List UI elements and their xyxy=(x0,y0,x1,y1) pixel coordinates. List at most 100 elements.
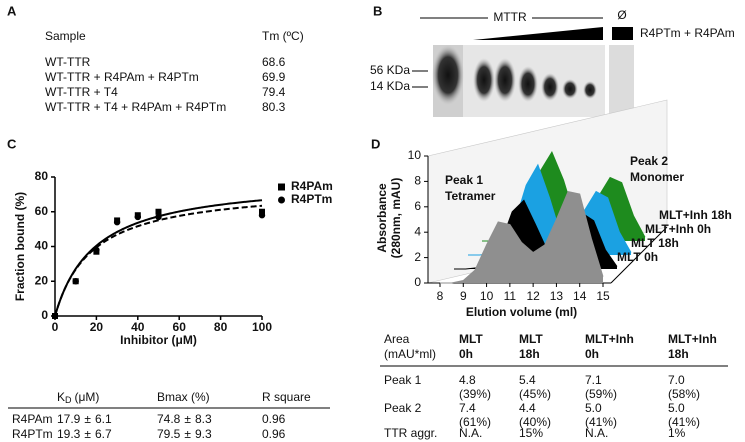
r-square: 0.96 xyxy=(262,412,286,426)
kd-subscript: D xyxy=(65,395,72,405)
fit-value: 79.5 ±9.3 xyxy=(157,427,212,441)
cell-text: (61%) xyxy=(459,415,491,429)
kd-symbol: K xyxy=(57,390,65,404)
legend-label: R4PAm xyxy=(291,179,333,193)
table-header: MLT xyxy=(459,332,483,346)
table-header: MLT+Inh xyxy=(585,332,634,346)
tm-value: 68.6 xyxy=(262,55,286,69)
cell-text: 5.4 xyxy=(519,373,536,387)
annotation: Monomer xyxy=(630,170,684,184)
row-label: TTR aggr. xyxy=(384,426,437,440)
error: 6.1 xyxy=(95,412,112,426)
data-point xyxy=(259,208,265,215)
y-tick-label: 80 xyxy=(35,169,49,183)
table-header: (mAU*ml) xyxy=(384,347,436,361)
x-axis-label: Elution volume (ml) xyxy=(466,305,577,319)
value: 19.3 xyxy=(57,427,81,441)
cell-text: (41%) xyxy=(668,415,700,429)
annotation: Tetramer xyxy=(445,189,496,203)
cell-text: 1% xyxy=(668,426,686,440)
table-header: 0h xyxy=(459,347,473,361)
y-tick-label: 40 xyxy=(35,239,49,253)
pm-sign: ± xyxy=(84,427,91,441)
panel-label: C xyxy=(7,136,17,151)
x-axis-label: Inhibitor (μM) xyxy=(120,333,197,347)
sample-name: WT-TTR + R4PAm + R4PTm xyxy=(45,70,199,84)
value: 17.9 xyxy=(57,412,81,426)
cell-text: (58%) xyxy=(668,387,700,401)
gel-group-label: MTTR xyxy=(493,10,527,24)
x-tick-label: 60 xyxy=(173,320,187,334)
size-marker: 14 KDa xyxy=(370,79,410,93)
panel-label: A xyxy=(7,3,17,18)
cell-text: 4.8 xyxy=(459,373,476,387)
fit-value: 74.8 ±8.3 xyxy=(157,412,212,426)
y-axis-label: Fraction bound (%) xyxy=(13,192,27,301)
value: 79.5 xyxy=(157,427,181,441)
table-header: Tm (ºC) xyxy=(262,29,304,43)
size-marker: 56 KDa xyxy=(370,63,410,77)
table-header: R square xyxy=(262,390,311,404)
cell-text: 15% xyxy=(519,426,543,440)
data-point xyxy=(155,213,162,221)
cell-text: (39%) xyxy=(459,387,491,401)
x-tick-label: 9 xyxy=(460,289,467,303)
row-label: Peak 2 xyxy=(384,401,422,415)
x-tick-label: 0 xyxy=(52,320,59,334)
x-tick-label: 10 xyxy=(480,289,494,303)
cell-text: 4.4 xyxy=(519,401,536,415)
y-tick-label: 4 xyxy=(414,224,421,238)
annotation: Peak 2 xyxy=(630,154,668,168)
x-tick-label: 40 xyxy=(131,320,145,334)
r-square: 0.96 xyxy=(262,427,286,441)
x-tick-label: 11 xyxy=(504,289,517,303)
x-tick-label: 20 xyxy=(90,320,104,334)
y-tick-label: 8 xyxy=(414,174,421,188)
legend-marker xyxy=(278,183,285,191)
tm-value: 69.9 xyxy=(262,70,286,84)
cell-text: N.A. xyxy=(585,426,608,440)
error: 6.7 xyxy=(95,427,112,441)
y-tick-label: 6 xyxy=(414,199,421,213)
data-point xyxy=(93,246,100,254)
data-point xyxy=(134,213,141,221)
x-tick-label: 12 xyxy=(526,289,540,303)
x-tick-label: 100 xyxy=(252,320,272,334)
series-label: MLT+Inh 0h xyxy=(645,222,711,236)
depth-axis xyxy=(610,226,668,284)
data-point xyxy=(113,218,121,226)
table-header: 18h xyxy=(519,347,540,361)
cell-text: 7.1 xyxy=(585,373,602,387)
pm-sign: ± xyxy=(184,412,191,426)
table-header: 0h xyxy=(585,347,599,361)
table-header: KD (μM) xyxy=(57,390,99,405)
cell-text: (41%) xyxy=(585,415,617,429)
data-point xyxy=(155,208,162,215)
series-line xyxy=(440,191,604,284)
cell-text: 5.0 xyxy=(585,401,602,415)
data-point xyxy=(72,278,79,285)
fit-value: 19.3 ±6.7 xyxy=(57,427,112,441)
value: 74.8 xyxy=(157,412,181,426)
y-tick-label: 2 xyxy=(414,250,421,264)
y-tick-label: 60 xyxy=(35,204,49,218)
panel-label: B xyxy=(373,3,382,18)
table-header: Sample xyxy=(45,29,86,43)
tm-value: 79.4 xyxy=(262,85,286,99)
series-label: MLT 0h xyxy=(617,250,658,264)
y-tick-label: 20 xyxy=(35,273,49,287)
x-tick-label: 8 xyxy=(437,289,444,303)
table-header: Area xyxy=(384,332,410,346)
y-axis-label: Absorbance xyxy=(375,183,389,253)
cell-text: 5.0 xyxy=(668,401,685,415)
x-tick-label: 15 xyxy=(596,289,610,303)
annotation: Peak 1 xyxy=(445,173,483,187)
x-tick-label: 80 xyxy=(214,320,228,334)
table-header: MLT+Inh xyxy=(668,332,717,346)
cell-text: 7.0 xyxy=(668,373,685,387)
y-tick-label: 0 xyxy=(41,308,48,322)
error: 9.3 xyxy=(195,427,212,441)
cell-text: 7.4 xyxy=(459,401,476,415)
cell-text: (59%) xyxy=(585,387,617,401)
cell-text: (45%) xyxy=(519,387,551,401)
